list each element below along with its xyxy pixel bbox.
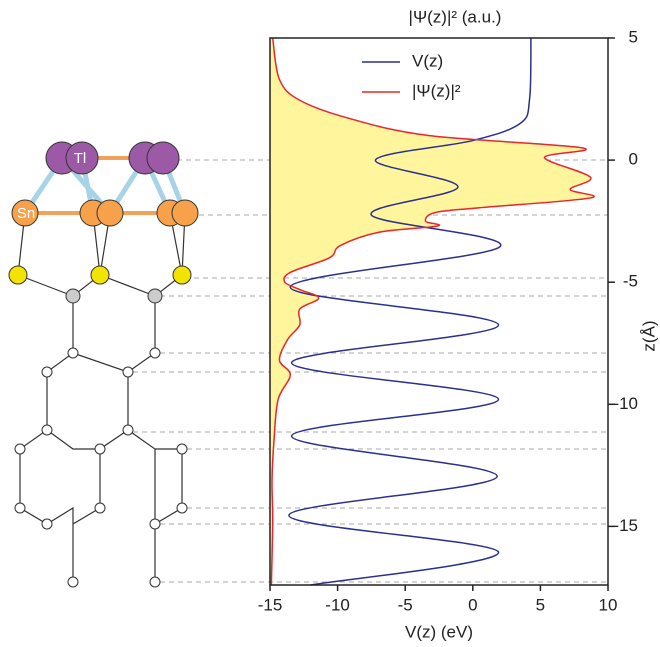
x-tick-label: 0 bbox=[468, 595, 477, 614]
y-tick-label: -10 bbox=[613, 394, 638, 413]
x-tick-label: -15 bbox=[258, 595, 283, 614]
y-tick-label: -5 bbox=[623, 272, 638, 291]
legend-label: |Ψ(z)|² bbox=[412, 81, 461, 100]
plot-area bbox=[270, 38, 594, 585]
x-tick-label: -5 bbox=[398, 595, 413, 614]
x-axis-label: V(z) (eV) bbox=[405, 622, 473, 641]
top-axis-label: |Ψ(z)|² (a.u.) bbox=[409, 7, 502, 26]
y-axis-label: z(Å) bbox=[639, 320, 658, 351]
x-tick-label: 10 bbox=[599, 595, 618, 614]
molecule: Tl Sn bbox=[9, 142, 198, 587]
atom-label: Tl bbox=[74, 150, 87, 167]
atom-label: Sn bbox=[17, 205, 35, 222]
x-tick-label: 5 bbox=[536, 595, 545, 614]
y-tick-label: -15 bbox=[613, 516, 638, 535]
y-tick-label: 5 bbox=[629, 27, 638, 46]
legend-label: V(z) bbox=[412, 51, 443, 70]
y-tick-label: 0 bbox=[629, 150, 638, 169]
figure: Tl Sn |Ψ(z)|² (a.u.) V(z) (eV) z(Å) -15 -… bbox=[0, 0, 660, 647]
x-tick-label: -10 bbox=[325, 595, 350, 614]
